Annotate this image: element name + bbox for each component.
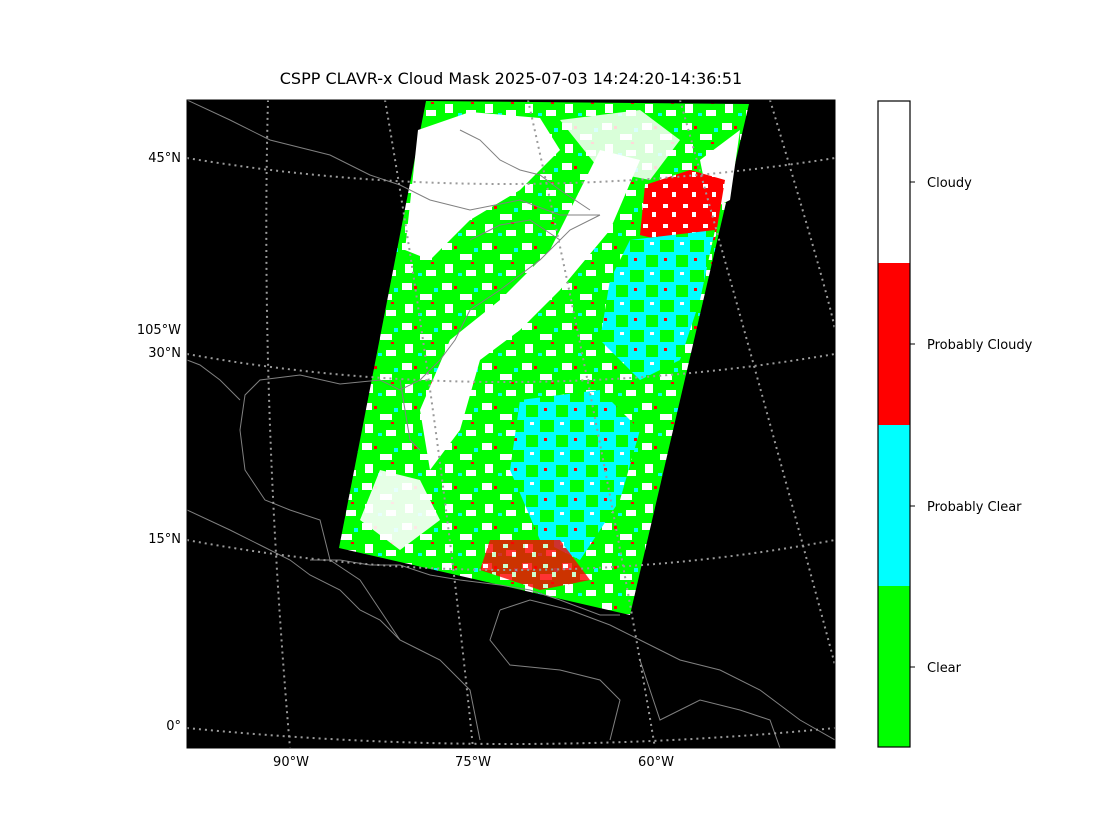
map-frame <box>186 99 836 749</box>
colorbar-swatch-probably-clear <box>878 425 910 586</box>
colorbar-label-clear: Clear <box>927 661 962 676</box>
lon-label-60w: 60°W <box>638 755 674 770</box>
map-title: CSPP CLAVR-x Cloud Mask 2025-07-03 14:24… <box>279 69 743 88</box>
colorbar: Cloudy Probably Cloudy Probably Clear Cl… <box>877 100 1033 748</box>
lat-label-15n: 15°N <box>148 532 181 547</box>
lat-label-45n: 45°N <box>148 151 181 166</box>
cloud-mask-swath <box>339 101 749 615</box>
lon-label-105w: 105°W <box>137 323 181 338</box>
graticule <box>187 100 835 748</box>
lon-label-75w: 75°W <box>455 755 491 770</box>
lat-label-30n: 30°N <box>148 346 181 361</box>
colorbar-frame <box>877 100 911 748</box>
lat-label-0: 0° <box>166 719 181 734</box>
colorbar-swatch-clear <box>878 586 910 747</box>
colorbar-swatch-probably-cloudy <box>878 263 910 425</box>
colorbar-swatch-cloudy <box>878 101 910 263</box>
colorbar-label-cloudy: Cloudy <box>927 176 972 191</box>
colorbar-label-probably-clear: Probably Clear <box>927 500 1022 515</box>
colorbar-label-probably-cloudy: Probably Cloudy <box>927 338 1033 353</box>
lon-label-90w: 90°W <box>273 755 309 770</box>
